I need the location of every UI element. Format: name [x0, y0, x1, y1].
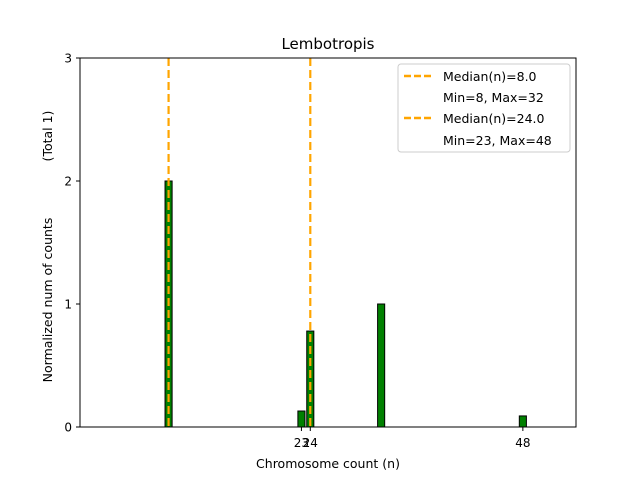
bar-group-2-n48	[518, 415, 527, 428]
x-tick-label: 48	[515, 436, 530, 450]
y-tick-label: 2	[64, 175, 72, 189]
y-axis-total-note: (Total 1)	[40, 111, 55, 162]
legend-median-1-range: Min=8, Max=32	[443, 90, 544, 105]
legend-median-2-label: Median(n)=24.0	[443, 111, 544, 126]
y-tick-label: 0	[64, 421, 72, 435]
x-tick-label: 23	[294, 436, 309, 450]
median-lines-layer	[167, 58, 312, 427]
x-tick-label: 24	[303, 436, 318, 450]
x-axis-label: Chromosome count (n)	[256, 456, 400, 471]
legend-median-2-range: Min=23, Max=48	[443, 133, 552, 148]
bar-group-2-n23	[297, 410, 306, 428]
bars-layer	[150, 180, 541, 428]
y-axis-label: Normalized num of counts	[40, 218, 55, 383]
y-axis: 0 1 2 3	[64, 52, 80, 435]
plot-frame	[79, 57, 577, 428]
y-tick-label: 1	[64, 298, 72, 312]
legend: Median(n)=8.0 Min=8, Max=32 Median(n)=24…	[397, 63, 571, 153]
y-tick-label: 3	[64, 52, 72, 66]
legend-median-1-label: Median(n)=8.0	[443, 69, 537, 84]
bar-group-1-n32	[377, 303, 386, 428]
legend-box	[397, 63, 571, 153]
chart-title: Lembotropis	[281, 35, 374, 53]
